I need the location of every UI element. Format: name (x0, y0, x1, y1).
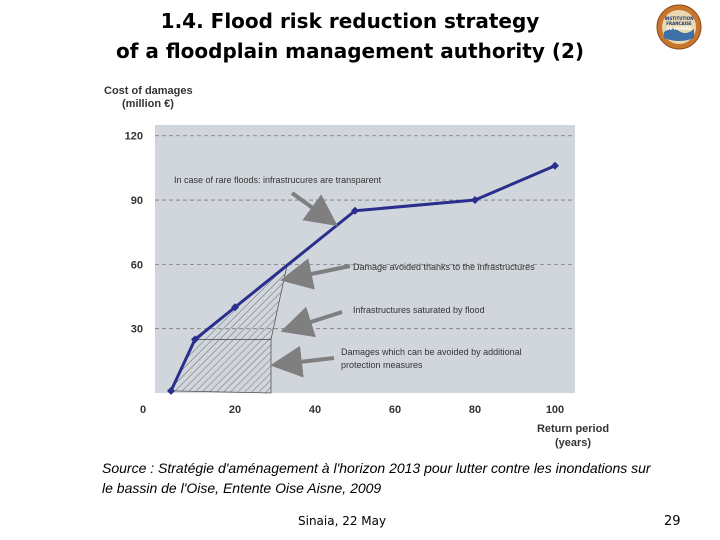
data-point-1 (191, 335, 199, 344)
logo-text-2: FRANCAISE (666, 21, 692, 26)
y-tick-label-90: 90 (131, 195, 143, 207)
annotation-damage-avoided: Damage avoided thanks to the infrastruct… (353, 262, 535, 272)
annotation-additional-line1: Damages which can be avoided by addition… (341, 347, 522, 357)
arrow-additional-protection (270, 345, 335, 378)
slide-title-line2: of a floodplain management authority (2) (115, 39, 585, 63)
x-tick-label-20: 20 (229, 404, 241, 416)
annotation-arrows (270, 191, 351, 378)
data-point-4 (471, 196, 479, 205)
axis-labels: Cost of damages (million €) Return perio… (104, 85, 609, 449)
x-axis-title-line1: Return period (537, 423, 609, 435)
data-point-3 (351, 206, 359, 215)
page-number: 29 (664, 514, 681, 529)
arrow-damage-avoided (280, 258, 351, 290)
y-axis-title-line2: (million €) (122, 98, 174, 110)
annotation-rare-floods: In case of rare floods: infrastrucures a… (174, 175, 382, 185)
y-tick-label-60: 60 (131, 259, 143, 271)
x-tick-label-80: 80 (469, 404, 481, 416)
slide-title-line1: 1.4. Flood risk reduction strategy (160, 9, 540, 33)
y-tick-label-30: 30 (131, 324, 143, 336)
slide-title: 1.4. Flood risk reduction strategy of a … (40, 6, 660, 66)
footer-location-date: Sinaia, 22 May (298, 514, 387, 528)
organization-logo: INSTITUTION FRANCAISE DE RIVIERE (656, 4, 702, 50)
x-tick-label-100: 100 (546, 404, 564, 416)
arrow-rare-floods (290, 191, 338, 227)
logo-text-3: DE RIVIERE (666, 26, 691, 31)
arrow-saturated (280, 306, 343, 338)
data-point-5 (551, 161, 559, 170)
source-citation: Source : Stratégie d'aménagement à l'hor… (102, 460, 651, 496)
y-tick-label-120: 120 (125, 131, 143, 143)
x-tick-label-60: 60 (389, 404, 401, 416)
data-point-0 (167, 386, 175, 395)
annotation-saturated: Infrastructures saturated by flood (353, 305, 485, 315)
x-tick-label-0: 0 (140, 404, 146, 416)
annotation-additional-line2: protection measures (341, 360, 423, 370)
annotations: In case of rare floods: infrastrucures a… (174, 175, 535, 370)
x-tick-label-40: 40 (309, 404, 321, 416)
logo-text-1: INSTITUTION (665, 16, 694, 21)
x-axis-title-line2: (years) (555, 437, 591, 449)
data-point-2 (231, 303, 239, 312)
y-axis-title-line1: Cost of damages (104, 85, 193, 97)
